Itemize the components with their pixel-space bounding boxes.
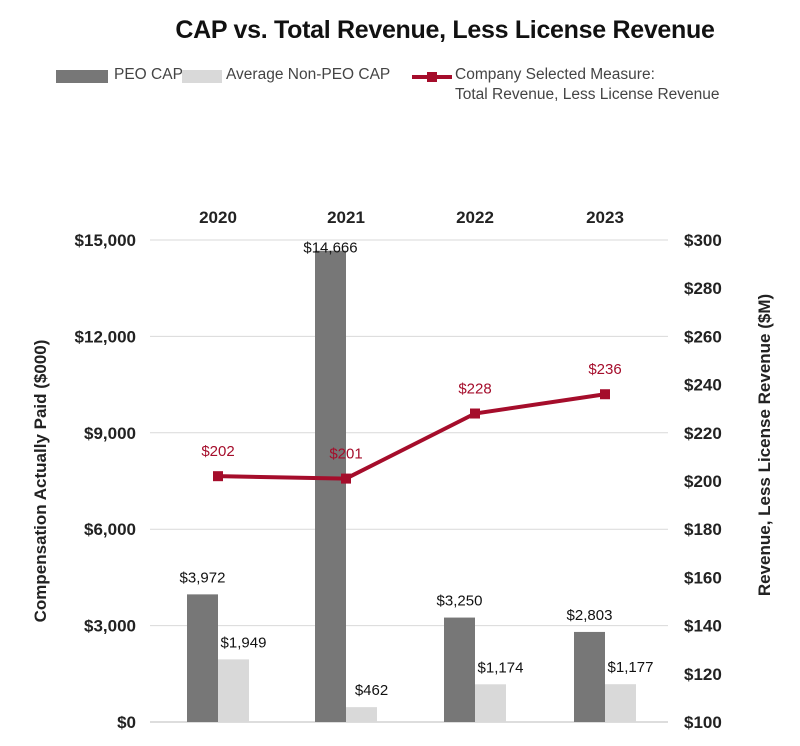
category-label: 2020 (199, 208, 237, 227)
data-label: $2,803 (567, 607, 613, 624)
line-marker (213, 471, 223, 482)
category-label: 2023 (586, 208, 624, 227)
legend-peo: PEO CAP (114, 66, 183, 83)
line-data-label: $202 (201, 443, 234, 460)
bar-peo-cap (444, 617, 475, 722)
right-tick-label: $260 (684, 327, 722, 346)
legend-swatch-nonpeo (182, 70, 222, 83)
right-tick-label: $180 (684, 520, 722, 539)
left-tick-label: $3,000 (84, 617, 136, 636)
right-tick-label: $100 (684, 713, 722, 732)
legend-nonpeo: Average Non-PEO CAP (226, 66, 391, 83)
left-tick-label: $0 (117, 713, 136, 732)
line-marker (470, 408, 480, 419)
category-label: 2021 (327, 208, 365, 227)
legend-marker-line (427, 72, 437, 82)
right-tick-label: $120 (684, 665, 722, 684)
left-tick-label: $12,000 (75, 327, 136, 346)
right-axis-title: Revenue, Less License Revenue ($M) (755, 294, 774, 596)
line-marker (600, 389, 610, 400)
right-tick-label: $200 (684, 472, 722, 491)
line-data-label: $228 (458, 381, 491, 398)
bar-peo-cap (315, 250, 346, 722)
right-tick-label: $140 (684, 617, 722, 636)
data-label: $462 (355, 682, 388, 699)
right-tick-label: $160 (684, 568, 722, 587)
data-label: $1,949 (221, 634, 267, 651)
data-label: $3,972 (180, 569, 226, 586)
data-label: $1,177 (608, 659, 654, 676)
bar-non-peo-cap (605, 684, 636, 722)
bar-peo-cap (187, 594, 218, 722)
left-axis-title: Compensation Actually Paid ($000) (31, 340, 50, 623)
line-data-label: $236 (588, 361, 621, 378)
right-tick-label: $240 (684, 376, 722, 395)
bar-non-peo-cap (218, 659, 249, 722)
line-marker (341, 473, 351, 484)
legend-line-2: Total Revenue, Less License Revenue (455, 86, 720, 103)
category-label: 2022 (456, 208, 494, 227)
legend-line-1: Company Selected Measure: (455, 66, 655, 83)
line-revenue (217, 392, 606, 481)
right-tick-label: $300 (684, 231, 722, 250)
left-tick-label: $6,000 (84, 520, 136, 539)
left-tick-label: $9,000 (84, 424, 136, 443)
bar-non-peo-cap (346, 707, 377, 722)
right-tick-label: $220 (684, 424, 722, 443)
data-label: $3,250 (437, 593, 483, 610)
left-tick-label: $15,000 (75, 231, 136, 250)
legend-swatch-peo (56, 70, 108, 83)
bar-peo-cap (574, 631, 605, 722)
bar-non-peo-cap (475, 684, 506, 722)
right-tick-label: $280 (684, 279, 722, 298)
data-label: $1,174 (478, 659, 524, 676)
chart-title: CAP vs. Total Revenue, Less License Reve… (175, 16, 715, 44)
line-data-label: $201 (329, 446, 362, 463)
data-label: $14,666 (303, 240, 357, 257)
